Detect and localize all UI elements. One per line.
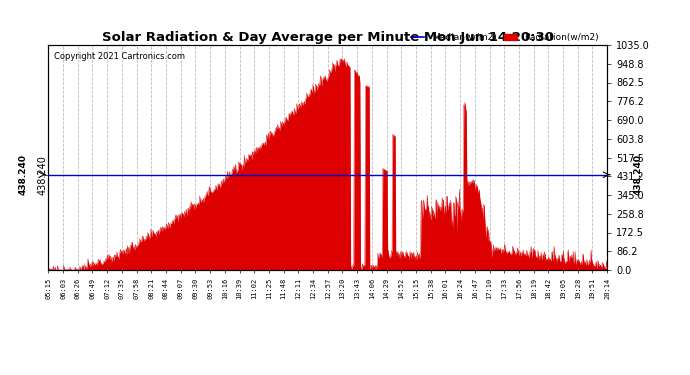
Text: 438.240: 438.240 xyxy=(633,154,642,195)
Text: 438.240: 438.240 xyxy=(38,155,48,195)
Text: Copyright 2021 Cartronics.com: Copyright 2021 Cartronics.com xyxy=(54,52,185,61)
Text: 438.240: 438.240 xyxy=(19,154,28,195)
Title: Solar Radiation & Day Average per Minute Mon Jun 14 20:30: Solar Radiation & Day Average per Minute… xyxy=(101,31,554,44)
Legend: Median(w/m2), Radiation(w/m2): Median(w/m2), Radiation(w/m2) xyxy=(407,29,602,45)
